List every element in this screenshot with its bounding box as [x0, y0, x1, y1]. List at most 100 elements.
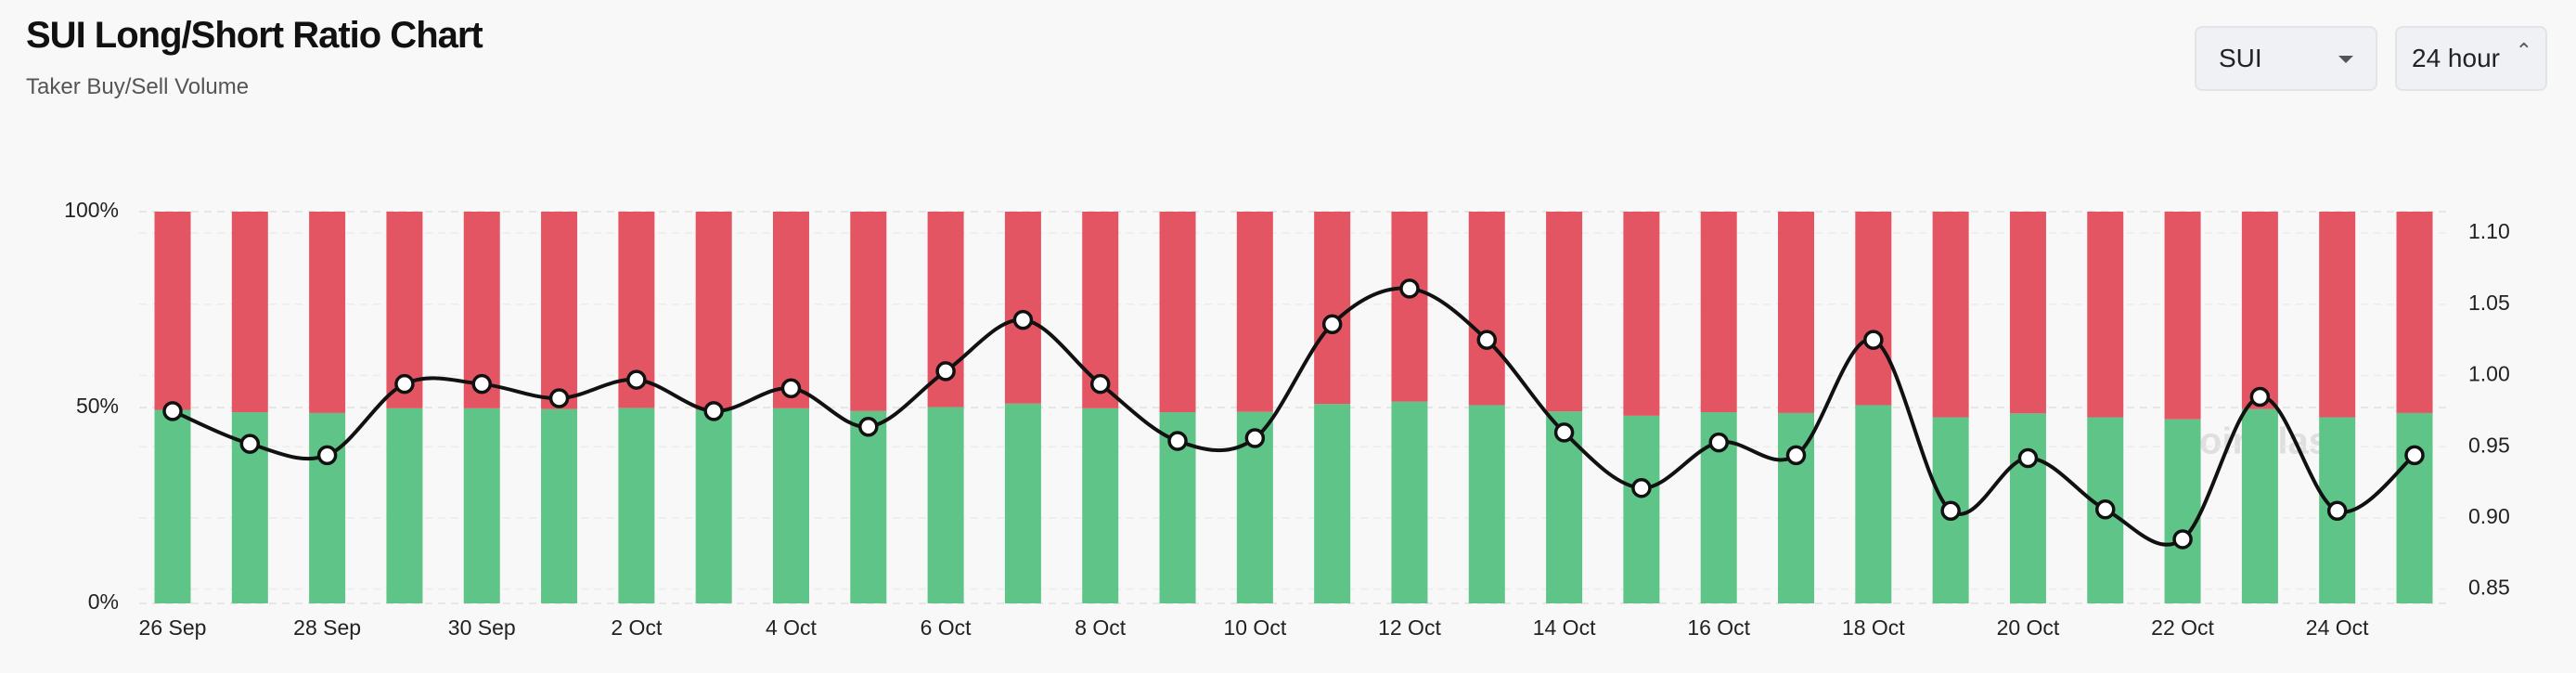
bar-segment [1546, 212, 1583, 412]
bar-segment [541, 408, 578, 603]
ratio-point [1399, 278, 1420, 299]
bar-segment [618, 408, 655, 603]
x-tick-label: 12 Oct [1378, 615, 1441, 640]
x-tick-label: 20 Oct [1997, 615, 2060, 640]
bar-segment [927, 407, 964, 603]
bar-segment [1700, 212, 1737, 413]
y2-tick-label: 0.95 [2468, 433, 2510, 457]
bar-segment [1468, 212, 1505, 406]
y-tick-label: 100% [64, 198, 119, 222]
x-tick-label: 10 Oct [1223, 615, 1286, 640]
ratio-point [2172, 529, 2193, 550]
subtitle: Taker Buy/Sell Volume [26, 74, 250, 99]
ratio-point [548, 388, 570, 408]
y2-tick-label: 1.10 [2468, 219, 2510, 243]
ratio-point [1708, 432, 1729, 453]
bar-segment [1391, 401, 1428, 603]
bar-segment [2087, 212, 2124, 418]
ratio-point [2326, 500, 2348, 522]
ratio-point [162, 401, 183, 421]
ratio-point [858, 416, 879, 437]
y2-tick-label: 1.00 [2468, 362, 2510, 386]
bar-segment [463, 408, 500, 603]
bar-segment [154, 409, 191, 603]
bar-segment [772, 408, 809, 603]
symbol-select[interactable]: SUI [2195, 26, 2377, 91]
bar-segment [1314, 404, 1351, 603]
x-tick-label: 6 Oct [921, 615, 972, 640]
bar-segment [2396, 412, 2433, 603]
ratio-point [1167, 431, 1188, 451]
bar-segment [1236, 212, 1273, 412]
ratio-point [1321, 314, 1343, 334]
bar-segment [386, 408, 423, 603]
ratio-point [1553, 422, 1575, 443]
ratio-point [1785, 445, 1807, 466]
bar-segment [2396, 212, 2433, 413]
bar-segment [1004, 212, 1041, 404]
bar-segment [1778, 212, 1815, 413]
bar-segment [2009, 413, 2046, 603]
ratio-point [1012, 309, 1034, 330]
ratio-point [780, 378, 802, 399]
ratio-point [703, 401, 724, 421]
bar-segment [154, 212, 191, 410]
y2-tick-label: 1.05 [2468, 291, 2510, 315]
x-tick-label: 4 Oct [766, 615, 818, 640]
bar-segment [695, 212, 732, 410]
x-tick-label: 8 Oct [1075, 615, 1127, 640]
y-tick-label: 0% [88, 589, 119, 614]
x-tick-label: 2 Oct [611, 615, 663, 640]
ratio-point [1631, 477, 1652, 498]
bar-segment [309, 412, 346, 603]
x-tick-label: 14 Oct [1533, 615, 1596, 640]
y2-tick-label: 0.85 [2468, 576, 2510, 600]
y2-tick-label: 0.90 [2468, 504, 2510, 528]
bar-segment [1468, 405, 1505, 603]
interval-select[interactable]: 24 hour [2395, 26, 2547, 91]
x-tick-label: 28 Sep [293, 615, 361, 640]
x-tick-label: 26 Sep [139, 615, 207, 640]
bar-segment [1082, 408, 1119, 603]
bar-segment [2241, 212, 2278, 409]
ratio-point [316, 445, 338, 466]
bar-segment [1391, 212, 1428, 402]
bar-segment [1314, 212, 1351, 405]
ratio-point [1476, 330, 1498, 350]
bar-segment [1623, 415, 1660, 603]
bar-segment [309, 212, 346, 413]
y-tick-label: 50% [76, 394, 119, 418]
x-tick-label: 18 Oct [1842, 615, 1905, 640]
bar-segment [772, 212, 809, 408]
ratio-point [1089, 373, 1111, 395]
x-tick-label: 24 Oct [2306, 615, 2369, 640]
ratio-point [2249, 386, 2271, 408]
ratio-point [2017, 447, 2039, 469]
bar-segment [541, 212, 578, 409]
ratio-point [239, 434, 261, 454]
bar-segment [1855, 212, 1892, 406]
bar-segment [1159, 212, 1196, 413]
bar-segment [2009, 212, 2046, 414]
ratio-point [1940, 500, 1961, 522]
ratio-point [471, 373, 492, 395]
bar-segment [1004, 403, 1041, 603]
ratio-line [172, 286, 2416, 547]
bar-segment [1932, 212, 1969, 418]
x-tick-label: 16 Oct [1687, 615, 1750, 640]
ratio-point [1244, 428, 1266, 448]
ratio-point [1863, 330, 1884, 350]
title: SUI Long/Short Ratio Chart [26, 15, 483, 56]
bar-segment [2241, 408, 2278, 603]
bar-segment [1855, 405, 1892, 603]
bar-segment [850, 212, 887, 411]
bar-segment [695, 409, 732, 603]
bar-segment [850, 410, 887, 603]
bar-segment [1623, 212, 1660, 416]
ratio-point [2404, 445, 2425, 466]
bar-segment [2164, 419, 2201, 603]
ratio-point [935, 361, 956, 382]
x-tick-label: 30 Sep [448, 615, 516, 640]
